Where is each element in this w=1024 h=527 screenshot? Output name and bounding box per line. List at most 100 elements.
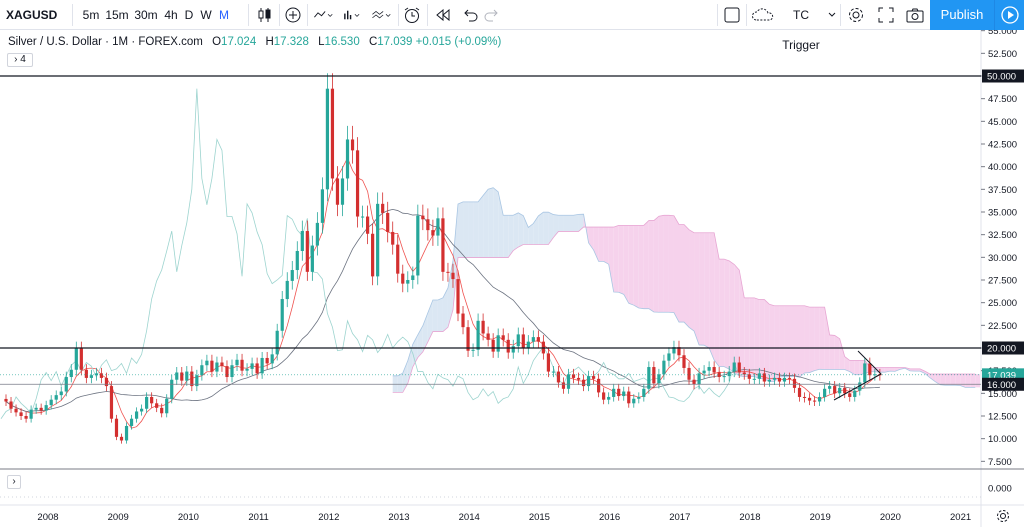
candle-body: [411, 275, 415, 280]
candle-body: [471, 349, 475, 351]
candle-body: [863, 363, 867, 383]
cloud-segment: [613, 225, 619, 293]
time-axis[interactable]: 2008 2009 2010 2011 2012 2013 2014 2015 2016 2017…: [37, 510, 1009, 524]
candle-body: [396, 244, 400, 274]
cloud-segment: [749, 297, 755, 377]
candle-body: [561, 382, 566, 389]
legend-high: 17.328: [273, 36, 309, 48]
cloud-segment: [829, 334, 835, 370]
candle-body: [777, 377, 782, 382]
camera-icon[interactable]: [905, 5, 925, 25]
candle-body: [697, 373, 701, 385]
candle-body: [119, 436, 124, 441]
indicators-icon[interactable]: [313, 5, 333, 25]
interval-15m[interactable]: 15m: [105, 8, 129, 22]
cloud-segment: [879, 367, 885, 373]
candle-body: [642, 388, 646, 397]
candle-body: [556, 371, 561, 383]
financials-icon[interactable]: [342, 5, 362, 25]
cloud-segment: [668, 215, 674, 313]
candle-body: [456, 279, 460, 314]
cloud-segment: [854, 360, 860, 375]
candle-body: [807, 397, 812, 401]
publish-button[interactable]: Publish: [930, 0, 994, 30]
candle-body: [19, 412, 23, 416]
indicator-template-name[interactable]: TC Trigger: [782, 8, 820, 52]
candle-body: [833, 386, 837, 394]
candle-body: [4, 398, 8, 402]
compare-add-icon[interactable]: [283, 5, 303, 25]
candle-body: [772, 377, 777, 380]
cloud-segment: [653, 216, 659, 313]
cloud-segment: [603, 227, 609, 265]
x-tick-label: 2014: [459, 512, 480, 523]
candle-body: [682, 355, 686, 368]
chevron-down-icon[interactable]: [826, 5, 838, 25]
candle-body: [687, 367, 691, 380]
candle-body: [406, 280, 410, 284]
candle-body: [366, 216, 370, 234]
candle-body: [657, 374, 661, 384]
candle-body: [576, 377, 581, 380]
interval-4h[interactable]: 4h: [164, 8, 178, 22]
templates-icon[interactable]: [371, 5, 391, 25]
symbol-search[interactable]: XAGUSD: [6, 8, 58, 22]
undo-icon[interactable]: [460, 5, 480, 25]
grid: [0, 30, 1024, 527]
x-tick-label: 2018: [739, 512, 760, 523]
alert-clock-icon[interactable]: [402, 5, 422, 25]
candle-body: [757, 373, 761, 379]
cloud-segment: [452, 204, 459, 310]
interval-d[interactable]: D: [184, 8, 194, 22]
price-axis[interactable]: 55.000 52.500 50.000 47.500 45.000 42.500 40.0…: [981, 30, 1024, 468]
candle-body: [702, 370, 706, 374]
candle-body: [737, 362, 741, 373]
moving-average-line: [5, 156, 881, 429]
cloud-segment: [804, 305, 810, 373]
cloud-segment: [498, 191, 504, 258]
candle-body: [305, 231, 309, 272]
cloud-segment: [663, 215, 669, 313]
gear-icon[interactable]: [846, 5, 866, 25]
interval-w[interactable]: W: [200, 8, 212, 22]
subpane-toggle[interactable]: ›: [7, 475, 21, 489]
candle-body: [481, 320, 485, 334]
settings-gear-icon[interactable]: [997, 510, 1009, 522]
cloud-segment: [568, 215, 574, 232]
cloud-segment: [397, 373, 403, 393]
interval-5m[interactable]: 5m: [82, 8, 100, 22]
candle-body: [285, 280, 289, 300]
candles-icon[interactable]: [255, 5, 275, 25]
cloud-segment: [889, 367, 895, 372]
chevron-right-icon: ›: [12, 476, 16, 487]
play-button[interactable]: [994, 0, 1024, 30]
redo-icon[interactable]: [482, 5, 502, 25]
x-tick-label: 2013: [388, 512, 409, 523]
toolbar-divider: [398, 4, 399, 26]
replay-icon[interactable]: [433, 5, 453, 25]
candle-body: [727, 371, 731, 377]
legend-c-label: C: [368, 36, 378, 48]
price-chart[interactable]: 55.00052.50050.00047.50045.00042.50040.0…: [0, 30, 1024, 527]
candle-body: [747, 374, 751, 379]
toolbar-divider: [746, 4, 747, 26]
interval-30m[interactable]: 30m: [134, 8, 158, 22]
candle-body: [260, 357, 264, 374]
candle-body: [421, 215, 425, 220]
indicators-toggle[interactable]: › 4: [7, 53, 33, 67]
candle-body: [160, 407, 164, 414]
layout-square-icon[interactable]: [722, 5, 742, 25]
candle-body: [476, 320, 480, 350]
y-tick-label: 55.000: [988, 30, 1017, 37]
price-label: 20.000: [987, 344, 1016, 355]
fullscreen-icon[interactable]: [876, 5, 896, 25]
interval-m[interactable]: M: [219, 8, 229, 22]
chevron-right-icon: ›: [14, 54, 18, 65]
cloud-segment: [975, 374, 980, 388]
candle-body: [812, 400, 817, 402]
candle-body: [581, 379, 586, 387]
y-tick-label: 45.000: [988, 117, 1017, 128]
subpane-tick-label: 0.000: [988, 484, 1012, 495]
candle-body: [29, 409, 33, 419]
x-tick-label: 2009: [108, 512, 129, 523]
